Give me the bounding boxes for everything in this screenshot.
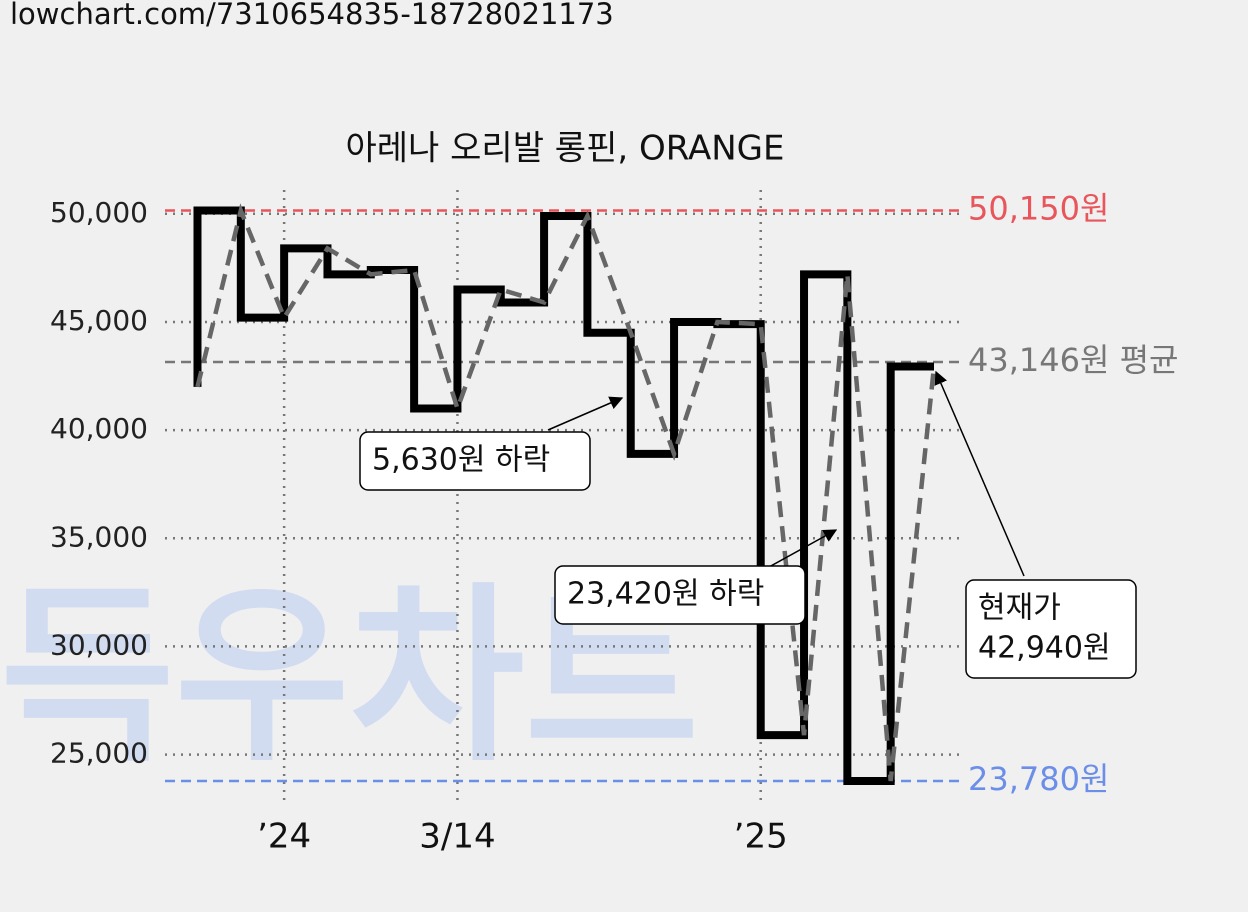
annotation-arrow bbox=[547, 396, 624, 431]
annotation-text: 23,420원 하락 bbox=[567, 577, 764, 612]
x-tick-label: 3/14 bbox=[419, 817, 495, 857]
y-tick-label: 45,000 bbox=[50, 304, 148, 337]
x-tick-label: ’24 bbox=[257, 817, 311, 857]
reference-label: 23,780원 bbox=[968, 760, 1109, 798]
annotation-box bbox=[965, 579, 1137, 679]
y-tick-label: 35,000 bbox=[50, 520, 148, 553]
y-tick-label: 40,000 bbox=[50, 412, 148, 445]
price-trend-line bbox=[195, 203, 937, 782]
annotation-box bbox=[554, 565, 806, 625]
y-tick-label: 25,000 bbox=[50, 737, 148, 770]
reference-label: 50,150원 bbox=[968, 190, 1109, 228]
x-tick-label: ’25 bbox=[734, 817, 788, 857]
reference-label: 43,146원 평균 bbox=[968, 341, 1178, 379]
chart-title: 아레나 오리발 롱핀, ORANGE bbox=[346, 129, 785, 169]
url: lowchart.com/7310654835-18728021173 bbox=[10, 0, 614, 31]
annotation-box bbox=[359, 431, 591, 491]
y-tick-label: 30,000 bbox=[50, 628, 148, 661]
annotation-text: 현재가 bbox=[978, 591, 1061, 626]
annotation-text: 5,630원 하락 bbox=[372, 443, 550, 478]
annotation-arrow bbox=[934, 370, 1025, 577]
annotation-arrow bbox=[759, 529, 838, 573]
y-tick-label: 50,000 bbox=[50, 196, 148, 229]
annotation-text: 42,940원 bbox=[978, 631, 1111, 666]
